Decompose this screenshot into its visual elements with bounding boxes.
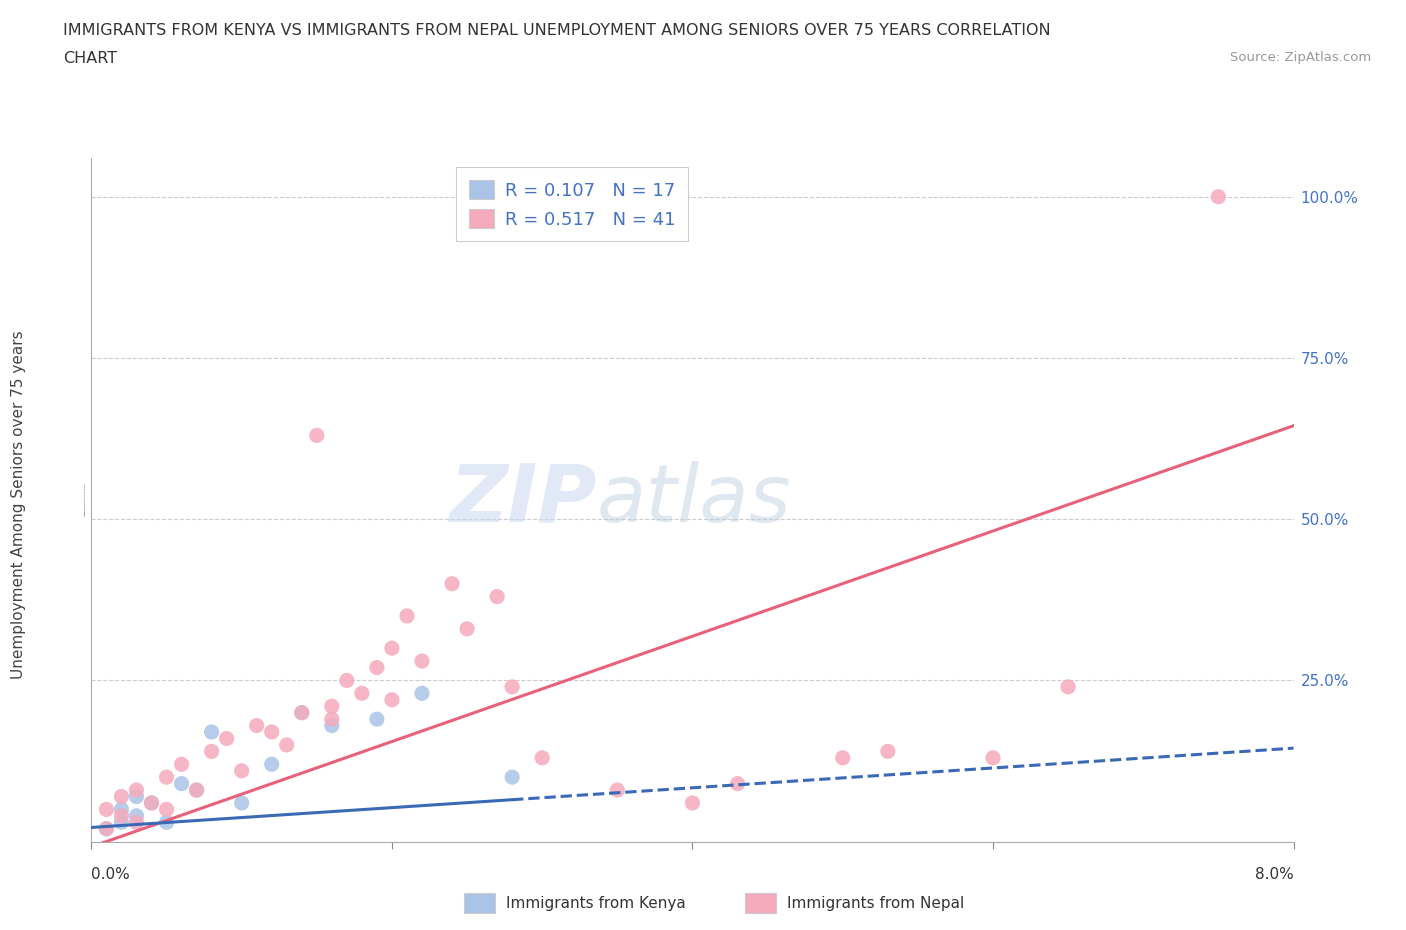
Point	[321, 718, 343, 733]
Point	[501, 680, 523, 695]
Point	[291, 705, 314, 720]
Point	[381, 692, 404, 707]
Point	[276, 737, 298, 752]
Point	[681, 795, 703, 810]
Point	[260, 757, 283, 772]
Point	[1208, 190, 1230, 205]
Point	[141, 795, 163, 810]
Point	[170, 757, 193, 772]
Legend: R = 0.107   N = 17, R = 0.517   N = 41: R = 0.107 N = 17, R = 0.517 N = 41	[457, 167, 688, 241]
Point	[350, 686, 373, 701]
Text: CHART: CHART	[63, 51, 117, 66]
Point	[231, 795, 253, 810]
Text: Unemployment Among Seniors over 75 years: Unemployment Among Seniors over 75 years	[11, 330, 25, 679]
Point	[440, 577, 463, 591]
Text: ZIP: ZIP	[449, 461, 596, 538]
Point	[411, 686, 433, 701]
Point	[155, 802, 177, 817]
Point	[486, 590, 509, 604]
Point	[110, 802, 132, 817]
Point	[395, 608, 418, 623]
Point	[246, 718, 269, 733]
Point	[336, 673, 359, 688]
Point	[96, 802, 118, 817]
Point	[170, 777, 193, 791]
Text: Source: ZipAtlas.com: Source: ZipAtlas.com	[1230, 51, 1371, 64]
Point	[1057, 680, 1080, 695]
Point	[110, 808, 132, 823]
Point	[231, 764, 253, 778]
Point	[125, 808, 148, 823]
Point	[291, 705, 314, 720]
Point	[186, 783, 208, 798]
Text: 0.0%: 0.0%	[91, 867, 131, 882]
Text: atlas: atlas	[596, 461, 792, 538]
Point	[125, 815, 148, 830]
Point	[321, 711, 343, 726]
Point	[96, 821, 118, 836]
Point	[125, 783, 148, 798]
Point	[215, 731, 238, 746]
Text: Immigrants from Kenya: Immigrants from Kenya	[506, 896, 686, 910]
Point	[305, 428, 328, 443]
Point	[125, 789, 148, 804]
Point	[531, 751, 554, 765]
Point	[110, 789, 132, 804]
Point	[501, 770, 523, 785]
Point	[411, 654, 433, 669]
Point	[831, 751, 853, 765]
Point	[366, 711, 388, 726]
Point	[155, 815, 177, 830]
Point	[876, 744, 898, 759]
Text: Immigrants from Nepal: Immigrants from Nepal	[787, 896, 965, 910]
Point	[155, 770, 177, 785]
Point	[201, 744, 224, 759]
Point	[141, 795, 163, 810]
Point	[606, 783, 628, 798]
Point	[981, 751, 1004, 765]
Point	[260, 724, 283, 739]
Point	[381, 641, 404, 656]
Text: IMMIGRANTS FROM KENYA VS IMMIGRANTS FROM NEPAL UNEMPLOYMENT AMONG SENIORS OVER 7: IMMIGRANTS FROM KENYA VS IMMIGRANTS FROM…	[63, 23, 1050, 38]
Point	[201, 724, 224, 739]
Point	[456, 621, 478, 636]
Point	[186, 783, 208, 798]
Point	[321, 698, 343, 713]
Point	[727, 777, 749, 791]
Point	[366, 660, 388, 675]
Point	[96, 821, 118, 836]
Text: 8.0%: 8.0%	[1254, 867, 1294, 882]
Point	[110, 815, 132, 830]
